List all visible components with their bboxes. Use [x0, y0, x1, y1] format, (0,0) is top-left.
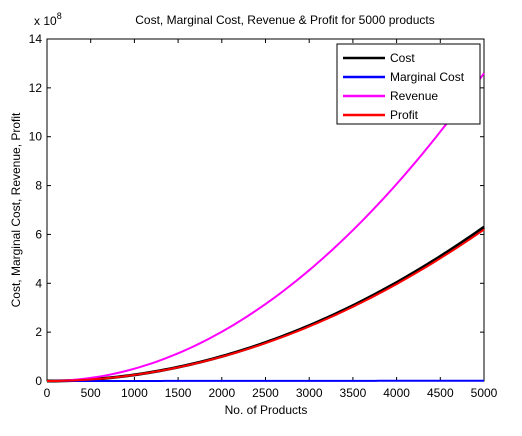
y-tick-label: 0	[35, 374, 42, 388]
series-line-profit	[46, 228, 485, 382]
x-tick-label: 4000	[383, 386, 410, 400]
x-tick-label: 3000	[296, 386, 323, 400]
y-tick-label: 10	[29, 130, 43, 144]
x-tick-label: 2500	[252, 386, 279, 400]
axis-ticks: 0 500 1000 1500 2000 2500 3000 3500 4000 4500 5000…	[29, 32, 498, 400]
x-axis-label: No. of Products	[225, 403, 308, 417]
y-tick-label: 4	[35, 276, 42, 290]
y-exponent-label: x 108	[34, 11, 62, 28]
legend-label: Marginal Cost	[390, 70, 465, 84]
y-tick-label: 14	[29, 32, 43, 46]
chart-title: Cost, Marginal Cost, Revenue & Profit fo…	[135, 13, 434, 27]
x-tick-label: 1000	[121, 386, 148, 400]
x-tick-label: 3500	[340, 386, 367, 400]
legend-label: Revenue	[390, 89, 438, 103]
x-tick-label: 5000	[471, 386, 498, 400]
x-tick-label: 500	[81, 386, 101, 400]
y-tick-label: 8	[35, 179, 42, 193]
x-tick-label: 4500	[427, 386, 454, 400]
x-tick-label: 2000	[208, 386, 235, 400]
y-tick-label: 2	[35, 325, 42, 339]
y-axis-label: Cost, Marginal Cost, Revenue, Profit	[9, 112, 23, 307]
legend: Cost Marginal Cost Revenue Profit	[336, 43, 481, 125]
x-tick-label: 1500	[165, 386, 192, 400]
series-layer	[46, 72, 485, 383]
y-tick-label: 6	[35, 227, 42, 241]
legend-label: Profit	[390, 108, 419, 122]
legend-label: Cost	[390, 51, 415, 65]
x-tick-label: 0	[44, 386, 51, 400]
series-line-revenue	[46, 72, 485, 382]
y-tick-label: 12	[29, 81, 43, 95]
